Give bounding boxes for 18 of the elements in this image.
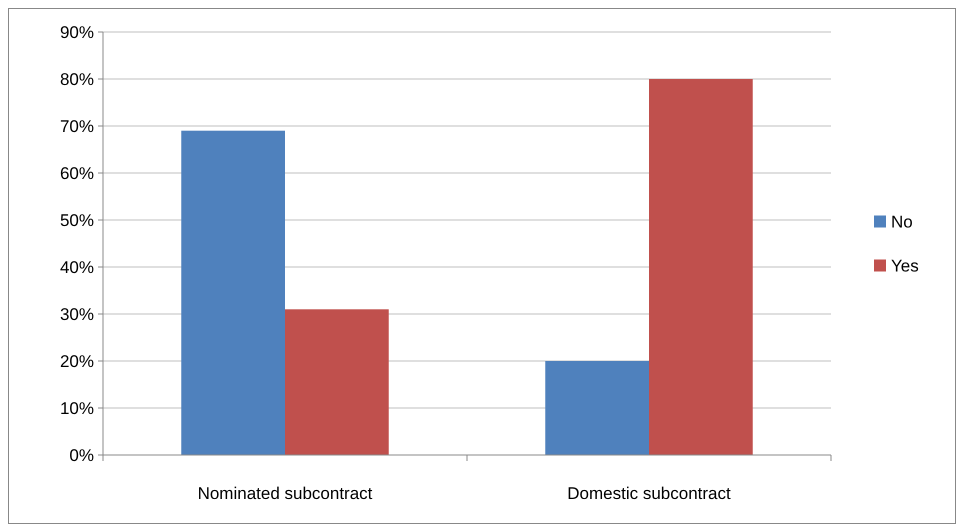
x-tick-label: Domestic subcontract <box>567 484 731 503</box>
y-tick-label: 20% <box>60 352 94 371</box>
y-tick-label: 0% <box>69 446 94 465</box>
bar <box>181 130 285 455</box>
legend-label: Yes <box>891 256 919 276</box>
bar <box>545 361 649 455</box>
y-tick-label: 50% <box>60 210 94 230</box>
bar <box>649 79 753 455</box>
bar <box>285 309 389 455</box>
y-tick-label: 80% <box>60 70 94 89</box>
y-tick-label: 30% <box>60 304 94 324</box>
y-tick-label: 40% <box>60 258 94 277</box>
y-tick-label: 10% <box>60 398 94 418</box>
legend-label: No <box>891 212 913 232</box>
y-tick-label: 60% <box>60 164 94 183</box>
x-tick-label: Nominated subcontract <box>198 484 373 503</box>
y-tick-label: 70% <box>60 116 94 136</box>
y-tick-label: 90% <box>60 22 94 42</box>
